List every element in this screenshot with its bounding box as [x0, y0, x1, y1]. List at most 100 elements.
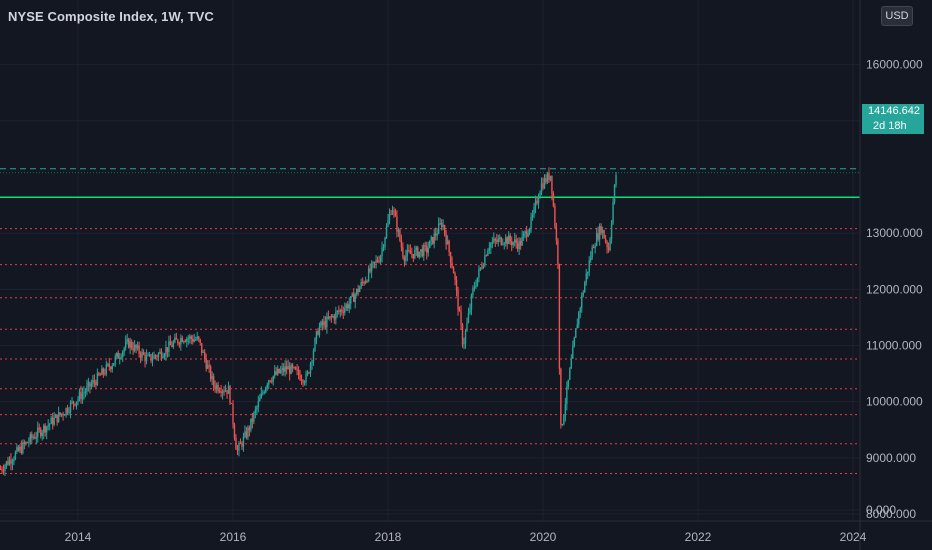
candle-body	[367, 268, 370, 282]
candle-body	[569, 368, 571, 380]
candle-body	[302, 380, 304, 383]
price-tick-label: 12000.000	[866, 282, 923, 296]
candle-body	[159, 351, 161, 354]
candle-body	[512, 242, 514, 245]
candle-body	[72, 401, 75, 404]
candle-body	[472, 288, 474, 295]
candle-body	[23, 442, 26, 445]
candle-body	[53, 417, 55, 425]
candle-body	[511, 241, 513, 245]
candle-body	[71, 401, 73, 403]
candle-body	[107, 363, 109, 365]
candle-body	[601, 230, 604, 234]
candle-body	[269, 380, 271, 382]
candle-body	[314, 338, 316, 351]
candle-body	[129, 341, 131, 348]
candle-body	[494, 238, 497, 241]
candle-body	[449, 252, 452, 263]
candle-body	[502, 244, 504, 246]
candle-body	[163, 354, 166, 357]
candle-body	[199, 339, 201, 344]
candle-body	[110, 366, 112, 370]
currency-button[interactable]: USD	[881, 6, 913, 26]
candle-body	[26, 442, 29, 443]
candle-body	[312, 350, 315, 362]
candle-body	[126, 339, 128, 342]
candle-body	[558, 264, 561, 369]
candle-body	[430, 236, 432, 241]
candle-body	[418, 251, 420, 257]
candle-body	[429, 240, 431, 249]
candle-body	[242, 436, 245, 447]
candle-body	[114, 356, 116, 364]
candle-body	[297, 369, 300, 375]
candle-body	[594, 245, 596, 249]
candle-body	[90, 383, 93, 387]
candle-body	[448, 240, 450, 253]
candle-body	[542, 183, 544, 189]
candle-body	[323, 321, 325, 326]
candle-body	[227, 386, 230, 394]
candle-body	[80, 391, 82, 400]
candle-body	[190, 336, 192, 340]
time-tick-label: 2020	[530, 530, 557, 544]
candle-body	[11, 461, 14, 464]
candle-body	[28, 441, 30, 443]
candle-body	[543, 178, 546, 189]
candle-body	[277, 368, 279, 375]
candle-body	[201, 343, 203, 353]
candle-body	[361, 282, 364, 283]
time-axis[interactable]: 2014 2016 2018 2020 2022 2024	[65, 530, 867, 544]
candle-body	[458, 309, 461, 312]
candle-body	[591, 247, 593, 258]
candle-body	[150, 354, 152, 361]
candle-body	[284, 366, 286, 372]
candle-body	[552, 193, 555, 207]
candle-body	[198, 336, 200, 340]
candle-body	[433, 233, 435, 244]
candle-body	[411, 253, 413, 255]
candle-body	[358, 287, 361, 292]
candle-body	[16, 447, 18, 453]
candle-body	[141, 351, 143, 358]
candle-body	[305, 374, 307, 383]
candle-body	[454, 273, 456, 280]
candle-body	[208, 365, 210, 367]
candle-body	[93, 380, 96, 383]
candle-body	[584, 282, 586, 293]
candle-body	[77, 398, 79, 402]
candle-body	[84, 391, 87, 393]
candle-body	[350, 296, 352, 304]
price-tick-label: 9000.000	[866, 451, 916, 465]
candle-body	[209, 366, 212, 380]
candle-body	[250, 418, 252, 431]
candle-body	[537, 198, 540, 204]
candle-body	[291, 364, 294, 368]
candle-body	[169, 341, 172, 346]
candle-body	[481, 267, 483, 269]
candle-body	[557, 240, 559, 265]
candle-body	[509, 235, 511, 242]
candle-body	[356, 289, 358, 295]
candle-body	[499, 237, 501, 239]
candle-body	[525, 231, 528, 237]
candle-body	[521, 236, 523, 246]
candle-body	[89, 382, 91, 387]
candle-body	[248, 427, 251, 431]
candle-body	[166, 347, 169, 352]
candle-body	[533, 206, 535, 215]
candle-body	[230, 402, 233, 404]
candle-body	[329, 316, 331, 319]
candle-body	[333, 315, 336, 320]
candle-body	[226, 390, 228, 394]
candle-body	[122, 351, 124, 358]
candle-body	[54, 414, 57, 418]
candle-body	[315, 331, 318, 339]
candle-body	[366, 280, 368, 282]
chart-grid	[0, 0, 860, 521]
candle-body	[604, 238, 607, 242]
candle-body	[393, 210, 395, 212]
candle-body	[274, 371, 276, 376]
candle-body	[20, 446, 23, 453]
